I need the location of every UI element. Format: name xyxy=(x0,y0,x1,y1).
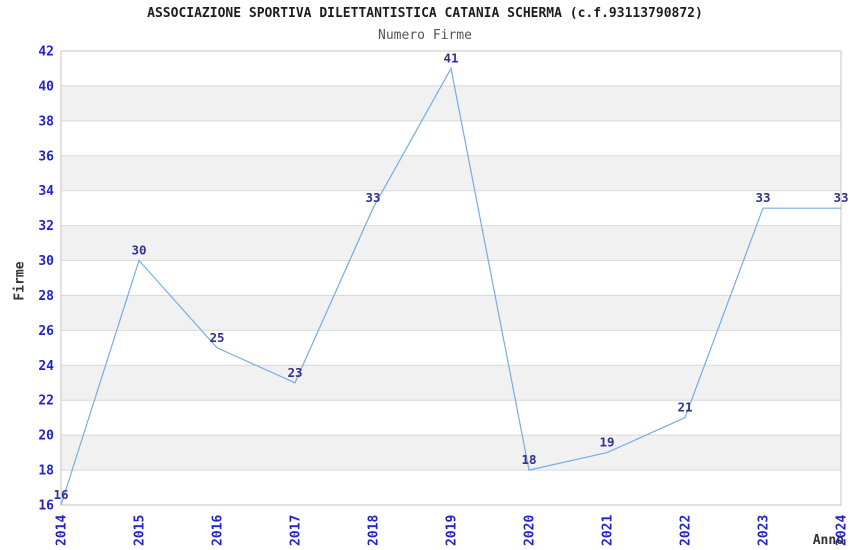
plot-border xyxy=(60,50,842,506)
grid-band xyxy=(61,330,841,366)
x-axis-title: Anno xyxy=(812,533,844,548)
y-tick-label: 36 xyxy=(38,149,54,164)
grid-band xyxy=(61,365,841,401)
y-tick-label: 32 xyxy=(38,219,54,234)
y-tick-label: 18 xyxy=(38,464,54,479)
grid-band xyxy=(61,260,841,296)
grid-band xyxy=(61,435,841,471)
grid-band xyxy=(61,295,841,331)
grid-band xyxy=(61,85,841,121)
grid-band xyxy=(61,190,841,226)
x-tick-label: 2019 xyxy=(445,515,460,546)
y-tick-label: 22 xyxy=(38,394,54,409)
x-tick-label: 2020 xyxy=(523,515,538,546)
y-tick-label: 26 xyxy=(38,324,54,339)
data-label: 33 xyxy=(365,190,380,205)
x-tick-label: 2014 xyxy=(55,515,70,546)
x-tick-label: 2024 xyxy=(835,515,850,546)
x-tick-label: 2021 xyxy=(601,515,616,546)
data-label: 30 xyxy=(131,243,146,258)
y-tick-label: 30 xyxy=(38,254,54,269)
x-tick-label: 2022 xyxy=(679,515,694,546)
data-label: 41 xyxy=(443,50,458,65)
data-label: 19 xyxy=(599,435,614,450)
data-label: 23 xyxy=(287,365,302,380)
grid-band xyxy=(61,120,841,156)
x-tick-label: 2017 xyxy=(289,515,304,546)
grid-band xyxy=(61,155,841,191)
chart-title: ASSOCIAZIONE SPORTIVA DILETTANTISTICA CA… xyxy=(147,6,703,21)
x-tick-label: 2015 xyxy=(133,515,148,546)
data-label: 33 xyxy=(833,190,848,205)
y-tick-label: 16 xyxy=(38,499,54,514)
y-tick-label: 20 xyxy=(38,429,54,444)
series-line xyxy=(60,66,841,506)
x-tick-label: 2016 xyxy=(211,515,226,546)
x-tick-label: 2023 xyxy=(757,515,772,546)
data-label: 33 xyxy=(755,190,770,205)
x-tick-label: 2018 xyxy=(367,515,382,546)
y-tick-label: 28 xyxy=(38,289,54,304)
data-label: 18 xyxy=(521,452,536,467)
data-label: 16 xyxy=(53,487,68,502)
y-tick-label: 24 xyxy=(38,359,54,374)
grid-band xyxy=(61,400,841,436)
y-tick-label: 38 xyxy=(38,114,54,129)
grid-band xyxy=(61,225,841,261)
data-label: 21 xyxy=(677,400,692,415)
grid-band xyxy=(61,470,841,505)
data-label: 25 xyxy=(209,330,224,345)
y-tick-label: 42 xyxy=(38,45,54,60)
y-axis-title: Firme xyxy=(12,261,28,301)
y-tick-label: 40 xyxy=(38,79,54,94)
chart-subtitle: Numero Firme xyxy=(378,28,472,43)
y-tick-label: 34 xyxy=(38,184,54,199)
